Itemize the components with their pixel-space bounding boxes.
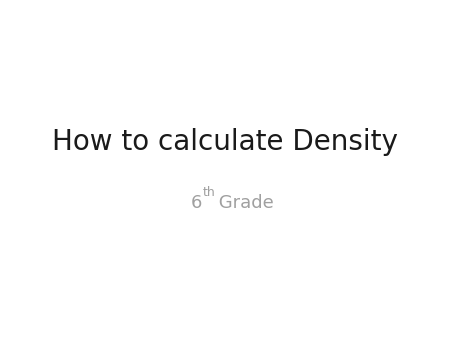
Text: th: th	[202, 186, 215, 199]
Text: How to calculate Density: How to calculate Density	[52, 128, 398, 156]
Text: Grade: Grade	[213, 194, 274, 212]
Text: 6: 6	[191, 194, 202, 212]
